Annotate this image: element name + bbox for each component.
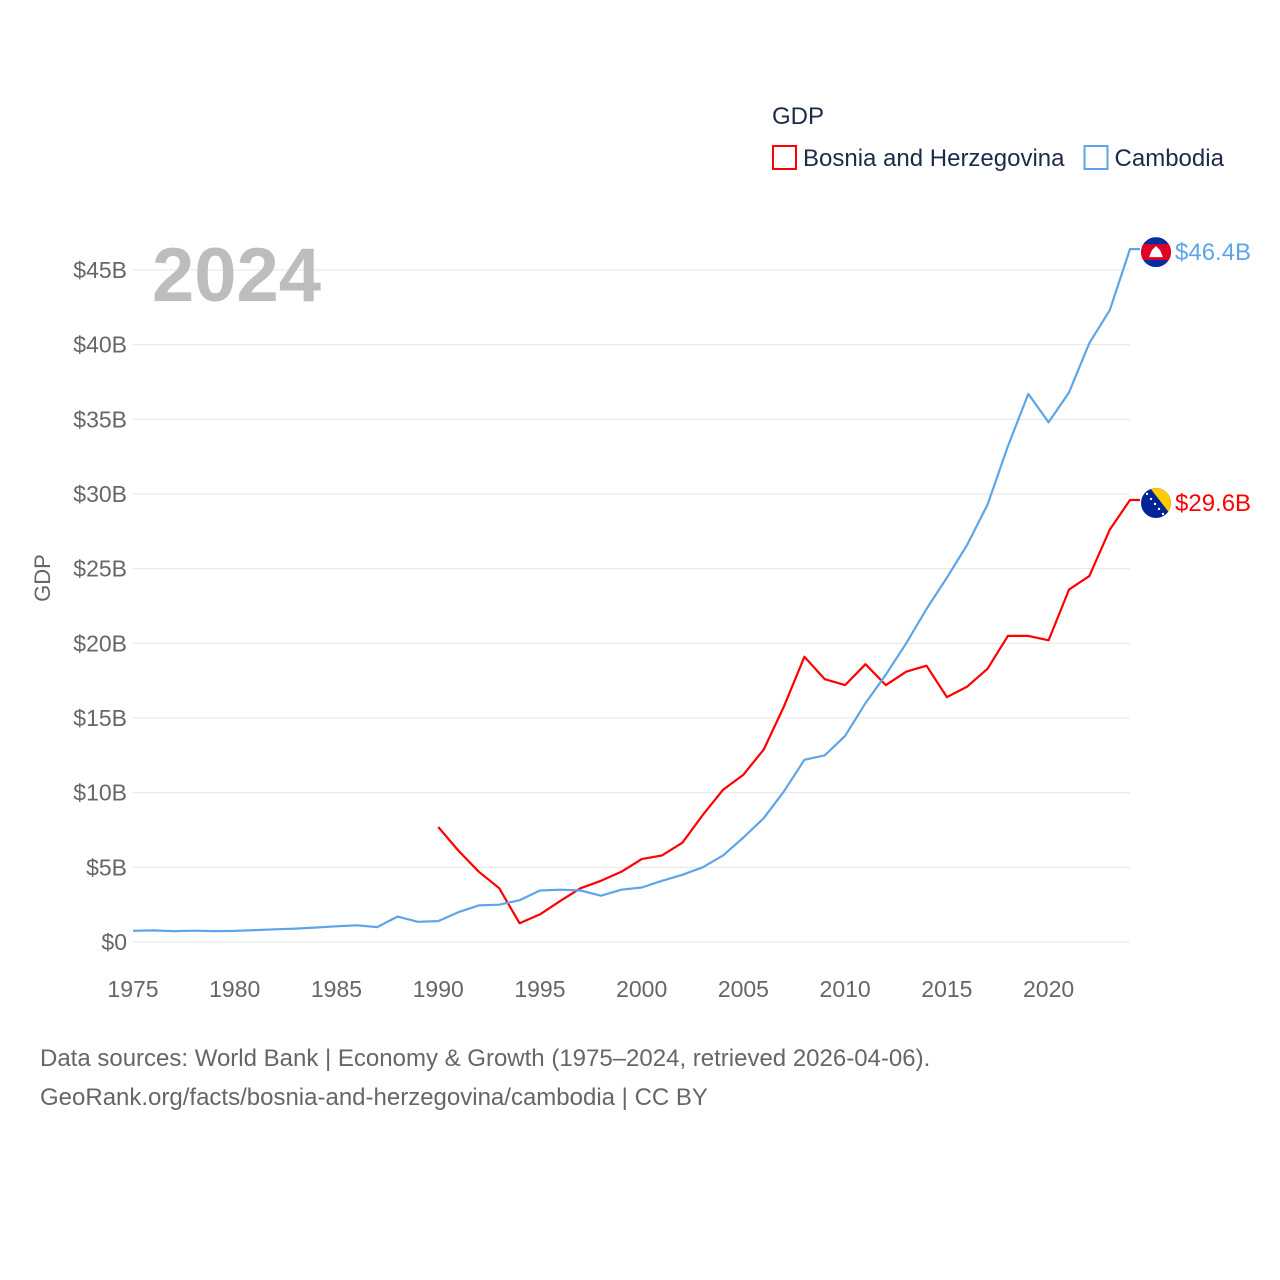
- series-end-label: $46.4B: [1175, 239, 1251, 266]
- legend-item[interactable]: Bosnia and Herzegovina: [772, 145, 1065, 172]
- x-tick-label: 1990: [413, 976, 464, 1002]
- x-tick-label: 2020: [1023, 976, 1074, 1002]
- x-tick-label: 2010: [820, 976, 871, 1002]
- y-tick-label: $5B: [86, 854, 127, 880]
- y-tick-label: $40B: [73, 332, 127, 358]
- footer-link[interactable]: GeoRank.org/facts/bosnia-and-herzegovina…: [40, 1084, 708, 1111]
- cambodia-flag-icon: [1141, 237, 1171, 268]
- bosnia-flag-icon: [1141, 487, 1171, 518]
- x-tick-label: 1995: [514, 976, 565, 1002]
- legend-label: Bosnia and Herzegovina: [803, 145, 1065, 172]
- x-tick-label: 1985: [311, 976, 362, 1002]
- y-tick-label: $15B: [73, 705, 127, 731]
- y-tick-label: $35B: [73, 406, 127, 432]
- legend-swatch: [772, 145, 797, 170]
- y-tick-label: $30B: [73, 481, 127, 507]
- y-tick-label: $20B: [73, 630, 127, 656]
- year-watermark: 2024: [152, 233, 321, 318]
- x-tick-label: 1975: [107, 976, 158, 1002]
- y-tick-label: $0: [101, 929, 127, 955]
- y-tick-label: $10B: [73, 780, 127, 806]
- legend-title: GDP: [772, 103, 824, 130]
- legend-swatch: [1083, 145, 1109, 170]
- series-line: [437, 498, 1140, 925]
- x-tick-label: 2000: [616, 976, 667, 1002]
- y-axis-label: GDP: [30, 554, 55, 602]
- legend-label: Cambodia: [1115, 145, 1225, 172]
- x-tick-label: 2015: [921, 976, 972, 1002]
- series-line: [132, 248, 1140, 933]
- y-tick-label: $25B: [73, 556, 127, 582]
- x-tick-label: 2005: [718, 976, 769, 1002]
- y-tick-label: $45B: [73, 257, 127, 283]
- legend-item[interactable]: Cambodia: [1083, 145, 1225, 172]
- series-end-label: $29.6B: [1175, 490, 1251, 517]
- x-tick-label: 1980: [209, 976, 260, 1002]
- footer-sources: Data sources: World Bank | Economy & Gro…: [40, 1045, 931, 1072]
